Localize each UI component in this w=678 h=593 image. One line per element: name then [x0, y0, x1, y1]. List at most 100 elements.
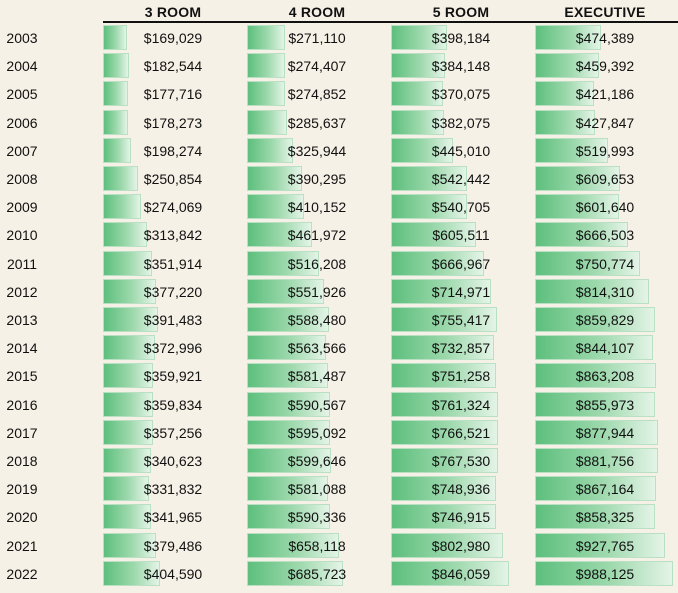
bar	[535, 251, 640, 276]
value-label: $198,274	[143, 143, 203, 159]
value-label: $881,756	[575, 453, 635, 469]
bar	[535, 392, 655, 417]
bar	[247, 251, 319, 276]
bar	[103, 448, 151, 473]
year-label: 2008	[6, 171, 38, 187]
bar	[247, 363, 328, 388]
value-label: $846,059	[431, 566, 491, 582]
bar	[391, 25, 447, 50]
value-label: $313,842	[143, 227, 203, 243]
bar	[103, 420, 153, 445]
bar	[391, 166, 467, 191]
bar	[247, 448, 331, 473]
value-label: $863,208	[575, 368, 635, 384]
bar	[391, 138, 453, 163]
bar	[247, 533, 339, 558]
bar	[247, 420, 330, 445]
value-label: $325,944	[287, 143, 347, 159]
value-label: $867,164	[575, 481, 635, 497]
bar	[391, 222, 476, 247]
bar	[535, 476, 656, 501]
value-label: $384,148	[431, 58, 491, 74]
bar	[103, 392, 153, 417]
bar	[535, 561, 673, 586]
year-label: 2018	[6, 453, 38, 469]
value-label: $855,973	[575, 397, 635, 413]
value-label: $182,544	[143, 58, 203, 74]
value-label: $877,944	[575, 425, 635, 441]
bar	[103, 138, 131, 163]
bar	[535, 110, 595, 135]
value-label: $605,511	[432, 227, 490, 243]
value-label: $382,075	[431, 115, 491, 131]
year-label: 2015	[6, 368, 38, 384]
bar	[391, 110, 444, 135]
bar	[247, 53, 285, 78]
bar	[391, 53, 445, 78]
value-label: $590,336	[287, 509, 347, 525]
year-label: 2010	[6, 227, 38, 243]
bar	[247, 307, 329, 332]
bar	[391, 335, 494, 360]
value-label: $748,936	[431, 481, 491, 497]
value-label: $516,208	[287, 256, 347, 272]
value-label: $609,653	[575, 171, 635, 187]
value-label: $474,389	[575, 30, 635, 46]
bar	[247, 222, 312, 247]
year-label: 2011	[6, 256, 38, 272]
value-label: $766,521	[431, 425, 491, 441]
value-label: $285,637	[287, 115, 347, 131]
bar	[247, 476, 328, 501]
year-label: 2004	[6, 58, 38, 74]
bar	[103, 251, 152, 276]
value-label: $341,965	[143, 509, 203, 525]
value-label: $761,324	[431, 397, 491, 413]
bar	[103, 222, 147, 247]
bar	[103, 335, 155, 360]
value-label: $271,110	[288, 30, 346, 46]
value-label: $666,967	[431, 256, 491, 272]
bar	[247, 335, 326, 360]
year-label: 2003	[6, 30, 38, 46]
value-label: $588,480	[287, 312, 347, 328]
value-label: $755,417	[431, 312, 491, 328]
value-label: $542,442	[431, 171, 491, 187]
value-label: $359,834	[143, 397, 203, 413]
value-label: $581,088	[287, 481, 347, 497]
bar	[103, 81, 128, 106]
bar	[535, 25, 601, 50]
bar	[247, 81, 285, 106]
value-label: $551,926	[287, 284, 347, 300]
bar	[103, 363, 153, 388]
bar	[103, 25, 127, 50]
value-label: $563,566	[287, 340, 347, 356]
bar	[247, 561, 343, 586]
year-label: 2020	[6, 509, 38, 525]
value-label: $599,646	[287, 453, 347, 469]
bar	[535, 222, 628, 247]
value-label: $331,832	[143, 481, 203, 497]
bar	[247, 166, 302, 191]
value-label: $927,765	[575, 538, 635, 554]
value-label: $372,996	[143, 340, 203, 356]
bar	[103, 194, 141, 219]
year-label: 2022	[6, 566, 38, 582]
year-label: 2005	[6, 86, 38, 102]
value-label: $988,125	[575, 566, 635, 582]
column-header-3-room: 3 ROOM	[144, 4, 202, 20]
year-label: 2016	[6, 397, 38, 413]
value-label: $351,914	[143, 256, 203, 272]
bar	[391, 448, 498, 473]
value-label: $732,857	[431, 340, 491, 356]
year-label: 2021	[6, 538, 38, 554]
bar	[535, 279, 649, 304]
bar	[391, 363, 496, 388]
bar	[535, 81, 594, 106]
value-label: $178,273	[143, 115, 203, 131]
value-label: $250,854	[143, 171, 203, 187]
header-divider	[103, 21, 678, 23]
bar	[247, 504, 330, 529]
bar	[103, 279, 156, 304]
value-label: $357,256	[143, 425, 203, 441]
value-label: $421,186	[575, 86, 635, 102]
